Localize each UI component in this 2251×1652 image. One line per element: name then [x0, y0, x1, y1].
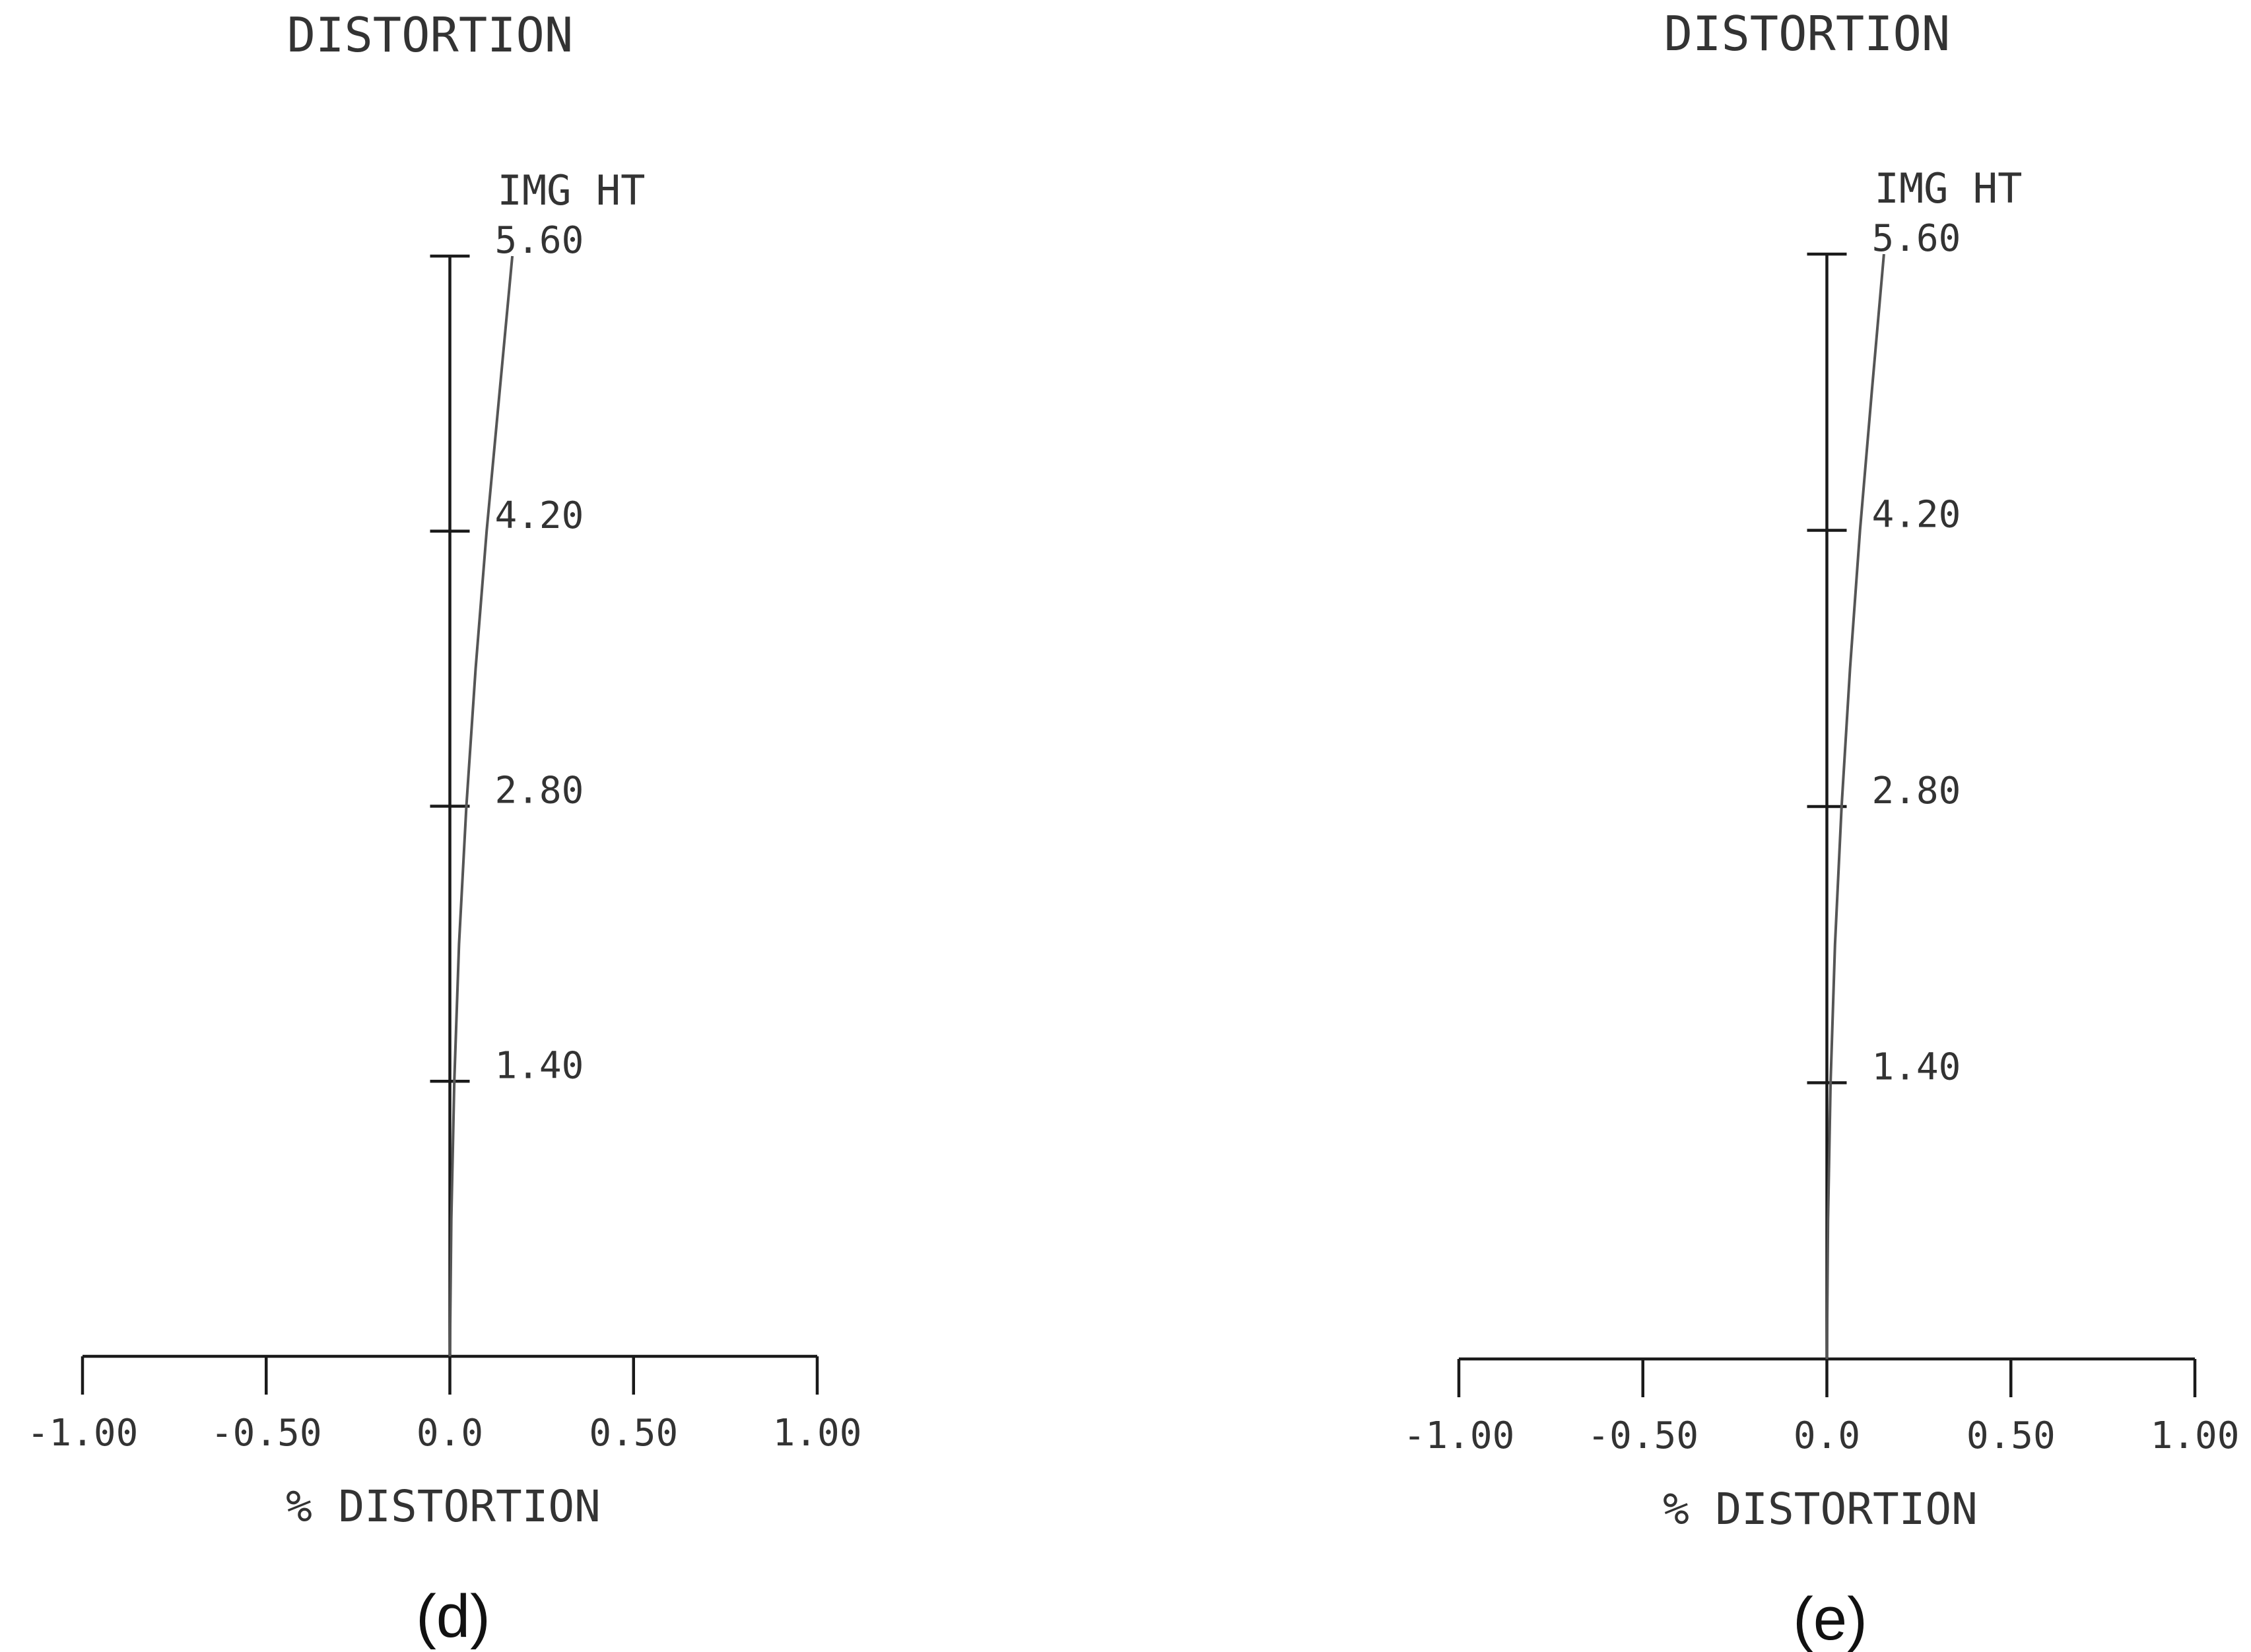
- y-tick-label: 2.80: [1872, 770, 1961, 812]
- chart-title: DISTORTION: [287, 7, 573, 63]
- y-tick-label: 1.40: [495, 1044, 584, 1087]
- x-tick-label: -1.00: [1403, 1414, 1515, 1457]
- x-tick-label: 1.00: [2151, 1414, 2240, 1457]
- y-axis-label: IMG HT: [1875, 164, 2023, 213]
- x-tick-label: -0.50: [211, 1412, 322, 1455]
- chart-title: DISTORTION: [1664, 6, 1950, 61]
- x-axis-label: % DISTORTION: [286, 1481, 601, 1532]
- x-tick-label: 0.50: [589, 1412, 678, 1455]
- y-tick-label: 5.60: [1872, 217, 1961, 260]
- x-tick-label: 1.00: [773, 1412, 862, 1455]
- y-tick-label: 1.40: [1872, 1046, 1961, 1089]
- y-tick-label: 5.60: [495, 219, 584, 262]
- x-tick-label: -0.50: [1587, 1414, 1698, 1457]
- distortion-panel-e: DISTORTION -1.00 -0.50 0.0 0.50 1.00 1.40 2.80 4…: [1403, 6, 2240, 1652]
- distortion-panel-d: DISTORTION -1.00 -0.50 0.0 0.50 1.00 1.40 2.80 4…: [27, 7, 862, 1650]
- y-tick-label: 4.20: [1872, 494, 1961, 537]
- x-tick-label: 0.0: [417, 1412, 483, 1455]
- distortion-curve: [448, 255, 514, 1357]
- y-axis-label: IMG HT: [498, 166, 646, 215]
- x-tick-label: -1.00: [27, 1412, 139, 1455]
- panel-label: (d): [416, 1583, 490, 1650]
- y-tick-label: 4.20: [495, 494, 584, 537]
- y-tick-label: 2.80: [495, 770, 584, 812]
- panel-label: (e): [1793, 1585, 1867, 1652]
- x-tick-label: 0.0: [1794, 1414, 1860, 1457]
- x-axis-label: % DISTORTION: [1663, 1484, 1978, 1535]
- x-tick-label: 0.50: [1966, 1414, 2056, 1457]
- distortion-curve: [1825, 253, 1885, 1360]
